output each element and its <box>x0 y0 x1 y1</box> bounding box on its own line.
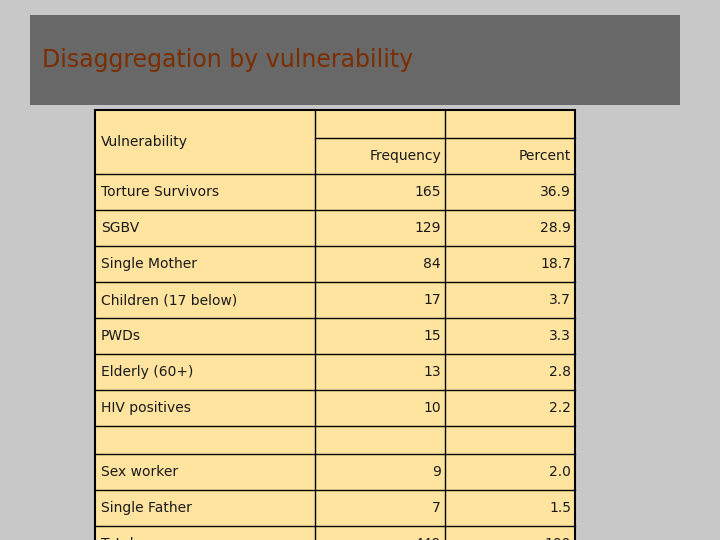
Text: HIV positives: HIV positives <box>101 401 191 415</box>
Text: Sex worker: Sex worker <box>101 465 178 479</box>
Text: Elderly (60+): Elderly (60+) <box>101 365 194 379</box>
Text: 449: 449 <box>415 537 441 540</box>
Text: 100: 100 <box>544 537 571 540</box>
Text: Torture Survivors: Torture Survivors <box>101 185 219 199</box>
Text: Percent: Percent <box>518 149 571 163</box>
Text: Disaggregation by vulnerability: Disaggregation by vulnerability <box>42 48 413 72</box>
Text: 7: 7 <box>432 501 441 515</box>
Text: 165: 165 <box>415 185 441 199</box>
Text: SGBV: SGBV <box>101 221 139 235</box>
Text: 36.9: 36.9 <box>540 185 571 199</box>
Text: 10: 10 <box>423 401 441 415</box>
Text: Single Father: Single Father <box>101 501 192 515</box>
Text: 2.0: 2.0 <box>549 465 571 479</box>
Text: PWDs: PWDs <box>101 329 141 343</box>
Text: 13: 13 <box>423 365 441 379</box>
Text: 129: 129 <box>415 221 441 235</box>
Text: Children (17 below): Children (17 below) <box>101 293 238 307</box>
Text: 28.9: 28.9 <box>540 221 571 235</box>
Text: 3.3: 3.3 <box>549 329 571 343</box>
Text: 17: 17 <box>423 293 441 307</box>
Text: 2.8: 2.8 <box>549 365 571 379</box>
Bar <box>95 110 575 540</box>
Text: 84: 84 <box>423 257 441 271</box>
Text: 3.7: 3.7 <box>549 293 571 307</box>
Text: 18.7: 18.7 <box>540 257 571 271</box>
Text: 9: 9 <box>432 465 441 479</box>
Text: Single Mother: Single Mother <box>101 257 197 271</box>
Text: Vulnerability: Vulnerability <box>101 135 188 149</box>
Bar <box>30 15 680 105</box>
Text: 15: 15 <box>423 329 441 343</box>
Text: Total: Total <box>101 537 134 540</box>
Text: Frequency: Frequency <box>369 149 441 163</box>
Text: 2.2: 2.2 <box>549 401 571 415</box>
Text: 1.5: 1.5 <box>549 501 571 515</box>
